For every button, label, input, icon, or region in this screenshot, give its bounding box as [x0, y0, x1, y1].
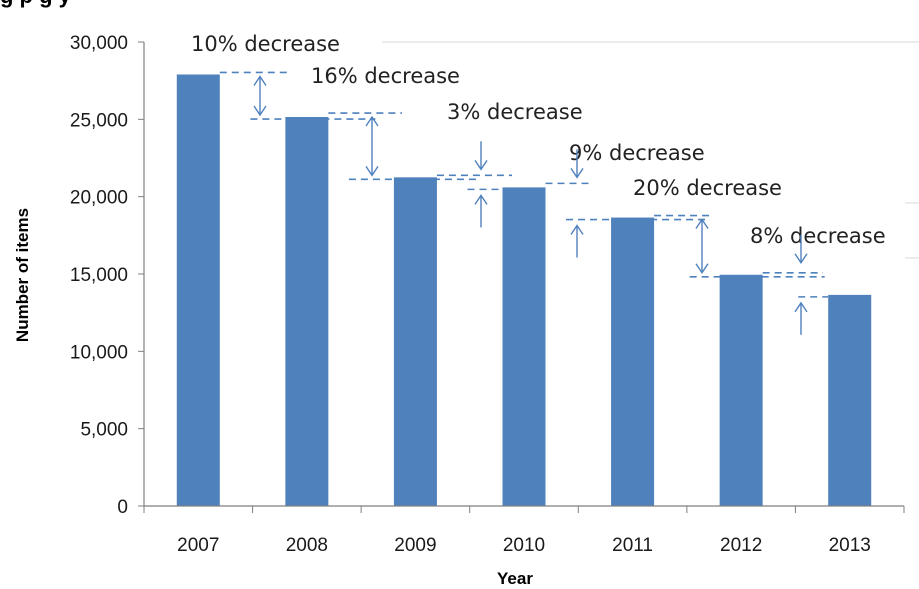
bar-2011	[611, 217, 655, 506]
axes	[143, 42, 904, 507]
bar-2012	[719, 274, 763, 506]
y-tick-label: 10,000	[70, 342, 128, 363]
annotation-label-4: 20% decrease	[633, 176, 782, 200]
arrow-head	[794, 253, 808, 265]
annotation-label-0: 10% decrease	[191, 32, 340, 56]
annotation-label-5: 8% decrease	[750, 224, 886, 248]
annotation-box	[180, 24, 382, 64]
annotations: 10% decrease 16% decrease 3% decrease 9% de…	[180, 24, 919, 335]
x-tick-label: 2013	[829, 535, 871, 556]
bars	[176, 74, 872, 507]
annotation-label-2: 3% decrease	[447, 100, 583, 124]
y-axis-ticks: 0 5,000 10,000 15,000 20,000 25,000 30,000	[70, 33, 144, 518]
x-axis-ticks: 2007 2008 2009 2010 2011 2012 2013	[143, 506, 905, 556]
x-tick-label: 2011	[612, 535, 653, 556]
x-tick-label: 2008	[286, 535, 328, 556]
bar-2013	[828, 294, 872, 506]
y-tick-label: 15,000	[70, 265, 128, 286]
x-tick-label: 2012	[720, 535, 762, 556]
frame-gap	[905, 200, 919, 260]
arrow-head	[570, 167, 584, 179]
x-tick-label: 2010	[503, 535, 545, 556]
x-axis-title: Year	[497, 569, 533, 588]
x-tick-label: 2009	[394, 535, 436, 556]
arrow-head	[570, 224, 584, 235]
arrow-head	[253, 105, 267, 117]
arrow-head	[365, 115, 379, 127]
bar-2009	[393, 177, 437, 507]
arrow-head	[474, 159, 488, 171]
y-tick-label: 30,000	[70, 33, 128, 54]
y-tick-label: 20,000	[70, 188, 128, 209]
arrow-head	[253, 75, 267, 86]
y-axis-title: Number of items	[13, 208, 32, 342]
x-tick-label: 2007	[177, 535, 219, 556]
arrow-head	[794, 301, 808, 313]
bar-2008	[285, 117, 329, 506]
arrow-head	[365, 165, 379, 177]
arrow-head	[695, 218, 709, 229]
page-title-fragment: g p g y	[0, 0, 72, 8]
y-tick-label: 5,000	[80, 420, 128, 441]
bar-2007	[176, 74, 220, 506]
arrow-head	[474, 194, 488, 205]
y-tick-label: 25,000	[70, 110, 128, 131]
arrow-head	[695, 263, 709, 275]
y-tick-label: 0	[117, 497, 128, 518]
annotation-label-3: 9% decrease	[569, 141, 705, 165]
bar-2010	[502, 187, 546, 507]
annotation-label-1: 16% decrease	[311, 64, 460, 88]
